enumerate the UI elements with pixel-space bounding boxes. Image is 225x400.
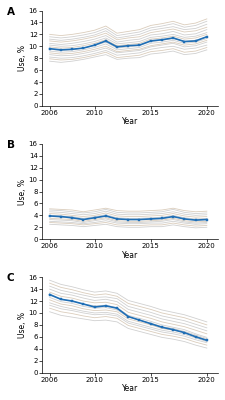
Text: A: A — [7, 7, 15, 17]
Text: C: C — [7, 274, 14, 284]
Y-axis label: Use, %: Use, % — [18, 178, 27, 204]
X-axis label: Year: Year — [122, 384, 138, 393]
Text: B: B — [7, 140, 15, 150]
X-axis label: Year: Year — [122, 117, 138, 126]
Y-axis label: Use, %: Use, % — [18, 45, 27, 71]
X-axis label: Year: Year — [122, 251, 138, 260]
Y-axis label: Use, %: Use, % — [18, 312, 27, 338]
